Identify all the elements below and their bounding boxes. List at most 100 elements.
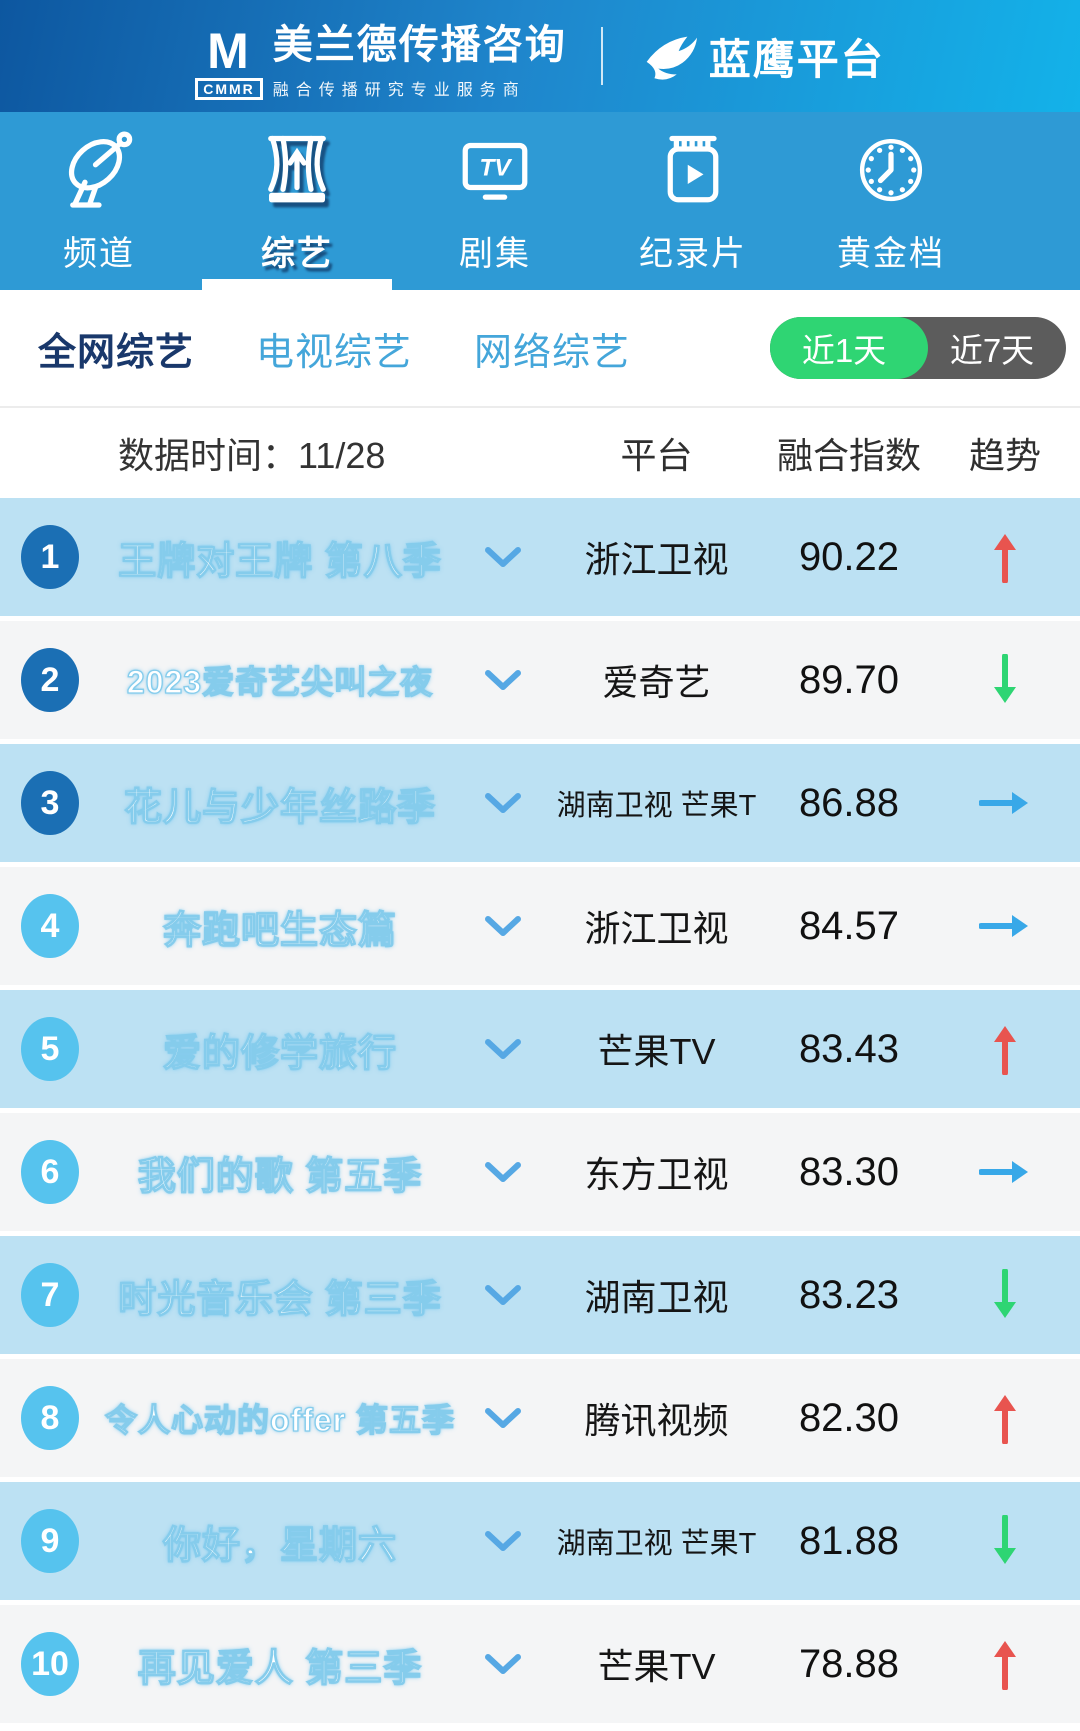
platform-name: 蓝鹰平台 (708, 35, 885, 83)
cmmr-m-logo: M (207, 23, 251, 79)
table-row[interactable]: 10 再见爱人 第三季 芒果TV 78.88 (0, 1605, 1080, 1723)
date-range-toggle[interactable]: 近1天 近7天 (770, 317, 1066, 379)
filter-tab-tv[interactable]: 电视综艺 (256, 331, 413, 374)
table-row[interactable]: 7 时光音乐会 第三季 湖南卫视 83.23 (0, 1236, 1080, 1354)
table-row[interactable]: 4 奔跑吧生态篇 浙江卫视 84.57 (0, 867, 1080, 985)
active-tab-indicator (202, 279, 392, 290)
show-title: 2023爱奇艺尖叫之夜 (126, 663, 434, 700)
platform-label: 浙江卫视 (584, 539, 729, 580)
header-divider (600, 27, 603, 85)
table-row[interactable]: 1 王牌对王牌 第八季 浙江卫视 90.22 (0, 498, 1080, 616)
rank-badge: 3 (21, 771, 79, 835)
nav-tab-documentary[interactable]: 纪录片 (594, 112, 792, 290)
chevron-down-icon[interactable] (484, 1284, 522, 1306)
toggle-option-1day[interactable]: 近1天 (801, 332, 887, 369)
platform-label: 湖南卫视 (584, 1277, 729, 1318)
ranking-list: 1 王牌对王牌 第八季 浙江卫视 90.22 2 2023爱奇艺尖叫之夜 爱奇艺… (0, 498, 1080, 1723)
fusion-index-value: 83.23 (798, 1272, 900, 1317)
rank-badge: 10 (21, 1632, 79, 1696)
nav-tab-label: 黄金档 (837, 234, 945, 273)
trend-arrow-icon (930, 1157, 1080, 1187)
filter-bar: 全网综艺 电视综艺 网络综艺 近1天 近7天 (0, 290, 1080, 406)
platform-label: 湖南卫视 芒果T (556, 790, 757, 822)
table-row[interactable]: 2 2023爱奇艺尖叫之夜 爱奇艺 89.70 (0, 621, 1080, 739)
nav-tab-label: 综艺 (261, 234, 333, 273)
chevron-down-icon[interactable] (484, 915, 522, 937)
chevron-down-icon[interactable] (484, 546, 522, 568)
nav-tab-variety[interactable]: 综艺 (198, 112, 396, 290)
chevron-down-icon[interactable] (484, 1161, 522, 1183)
platform-label: 芒果TV (597, 1031, 716, 1072)
nav-tab-label: 频道 (63, 234, 135, 273)
stage-curtain-icon (268, 135, 326, 202)
data-date-label: 数据时间：11/28 (118, 435, 386, 476)
platform-label: 湖南卫视 芒果T (556, 1528, 757, 1560)
show-title: 时光音乐会 第三季 (118, 1278, 442, 1321)
show-title: 奔跑吧生态篇 (162, 909, 397, 952)
divider (0, 406, 1080, 408)
fusion-index-value: 78.88 (798, 1641, 900, 1686)
rank-badge: 5 (21, 1017, 79, 1081)
column-header-platform: 平台 (620, 435, 693, 476)
table-row[interactable]: 5 爱的修学旅行 芒果TV 83.43 (0, 990, 1080, 1108)
chevron-down-icon[interactable] (484, 792, 522, 814)
chevron-down-icon[interactable] (484, 1038, 522, 1060)
table-row[interactable]: 3 花儿与少年丝路季 湖南卫视 芒果T 86.88 (0, 744, 1080, 862)
brand-title: 美兰德传播咨询 (272, 23, 567, 67)
toggle-option-7day[interactable]: 近7天 (949, 332, 1035, 369)
table-row[interactable]: 9 你好，星期六 湖南卫视 芒果T 81.88 (0, 1482, 1080, 1600)
rank-badge: 2 (21, 648, 79, 712)
fusion-index-value: 82.30 (798, 1395, 900, 1440)
show-title: 再见爱人 第三季 (137, 1647, 423, 1690)
fusion-index-value: 90.22 (798, 534, 900, 579)
fusion-index-value: 81.88 (798, 1518, 900, 1563)
toggle-active-pill (770, 317, 928, 379)
table-row[interactable]: 6 我们的歌 第五季 东方卫视 83.30 (0, 1113, 1080, 1231)
trend-arrow-icon (930, 531, 1080, 583)
nav-tab-primetime[interactable]: 黄金档 (792, 112, 990, 290)
filter-tab-all-network[interactable]: 全网综艺 (38, 331, 195, 374)
platform-label: 腾讯视频 (584, 1400, 729, 1441)
chevron-down-icon[interactable] (484, 669, 522, 691)
rank-badge: 6 (21, 1140, 79, 1204)
main-nav: 频道 综艺 TV (0, 112, 1080, 290)
brand-tagline: 融合传播研究专业服务商 (272, 82, 526, 99)
show-title: 花儿与少年丝路季 (123, 786, 436, 829)
eagle-icon (646, 36, 697, 80)
chevron-down-icon[interactable] (484, 1530, 522, 1552)
nav-tab-dramas[interactable]: TV 剧集 (396, 112, 594, 290)
trend-arrow-icon (930, 788, 1080, 818)
platform-label: 爱奇艺 (602, 662, 711, 703)
nav-tab-label: 剧集 (459, 234, 531, 273)
chevron-down-icon[interactable] (484, 1653, 522, 1675)
platform-label: 东方卫视 (584, 1154, 729, 1195)
nav-tab-channels[interactable]: 频道 (0, 112, 198, 290)
table-header: 数据时间：11/28 平台 融合指数 趋势 (0, 408, 1080, 498)
filter-tab-web[interactable]: 网络综艺 (474, 331, 631, 374)
trend-arrow-icon (930, 1023, 1080, 1075)
svg-text:TV: TV (479, 154, 513, 181)
show-title: 爱的修学旅行 (162, 1032, 397, 1075)
tv-icon: TV (462, 142, 528, 200)
rank-badge: 1 (21, 525, 79, 589)
trend-arrow-icon (930, 654, 1080, 706)
clock-icon (859, 138, 923, 201)
nav-tab-label: 纪录片 (639, 234, 747, 273)
trend-arrow-icon (930, 1515, 1080, 1567)
platform-label: 芒果TV (597, 1646, 716, 1687)
brand-header: M CMMR 美兰德传播咨询 融合传播研究专业服务商 蓝鹰平台 (0, 0, 1080, 112)
fusion-index-value: 89.70 (798, 657, 900, 702)
platform-label: 浙江卫视 (584, 908, 729, 949)
show-title: 你好，星期六 (162, 1524, 397, 1567)
chevron-down-icon[interactable] (484, 1407, 522, 1429)
table-row[interactable]: 8 令人心动的offer 第五季 腾讯视频 82.30 (0, 1359, 1080, 1477)
rank-badge: 4 (21, 894, 79, 958)
cmmr-acronym: CMMR (195, 78, 263, 100)
documentary-icon (667, 135, 719, 202)
column-header-fusion-index: 融合指数 (776, 435, 921, 476)
trend-arrow-icon (930, 1638, 1080, 1690)
fusion-index-value: 83.43 (798, 1026, 900, 1071)
rank-badge: 7 (21, 1263, 79, 1327)
show-title: 王牌对王牌 第八季 (118, 540, 442, 583)
